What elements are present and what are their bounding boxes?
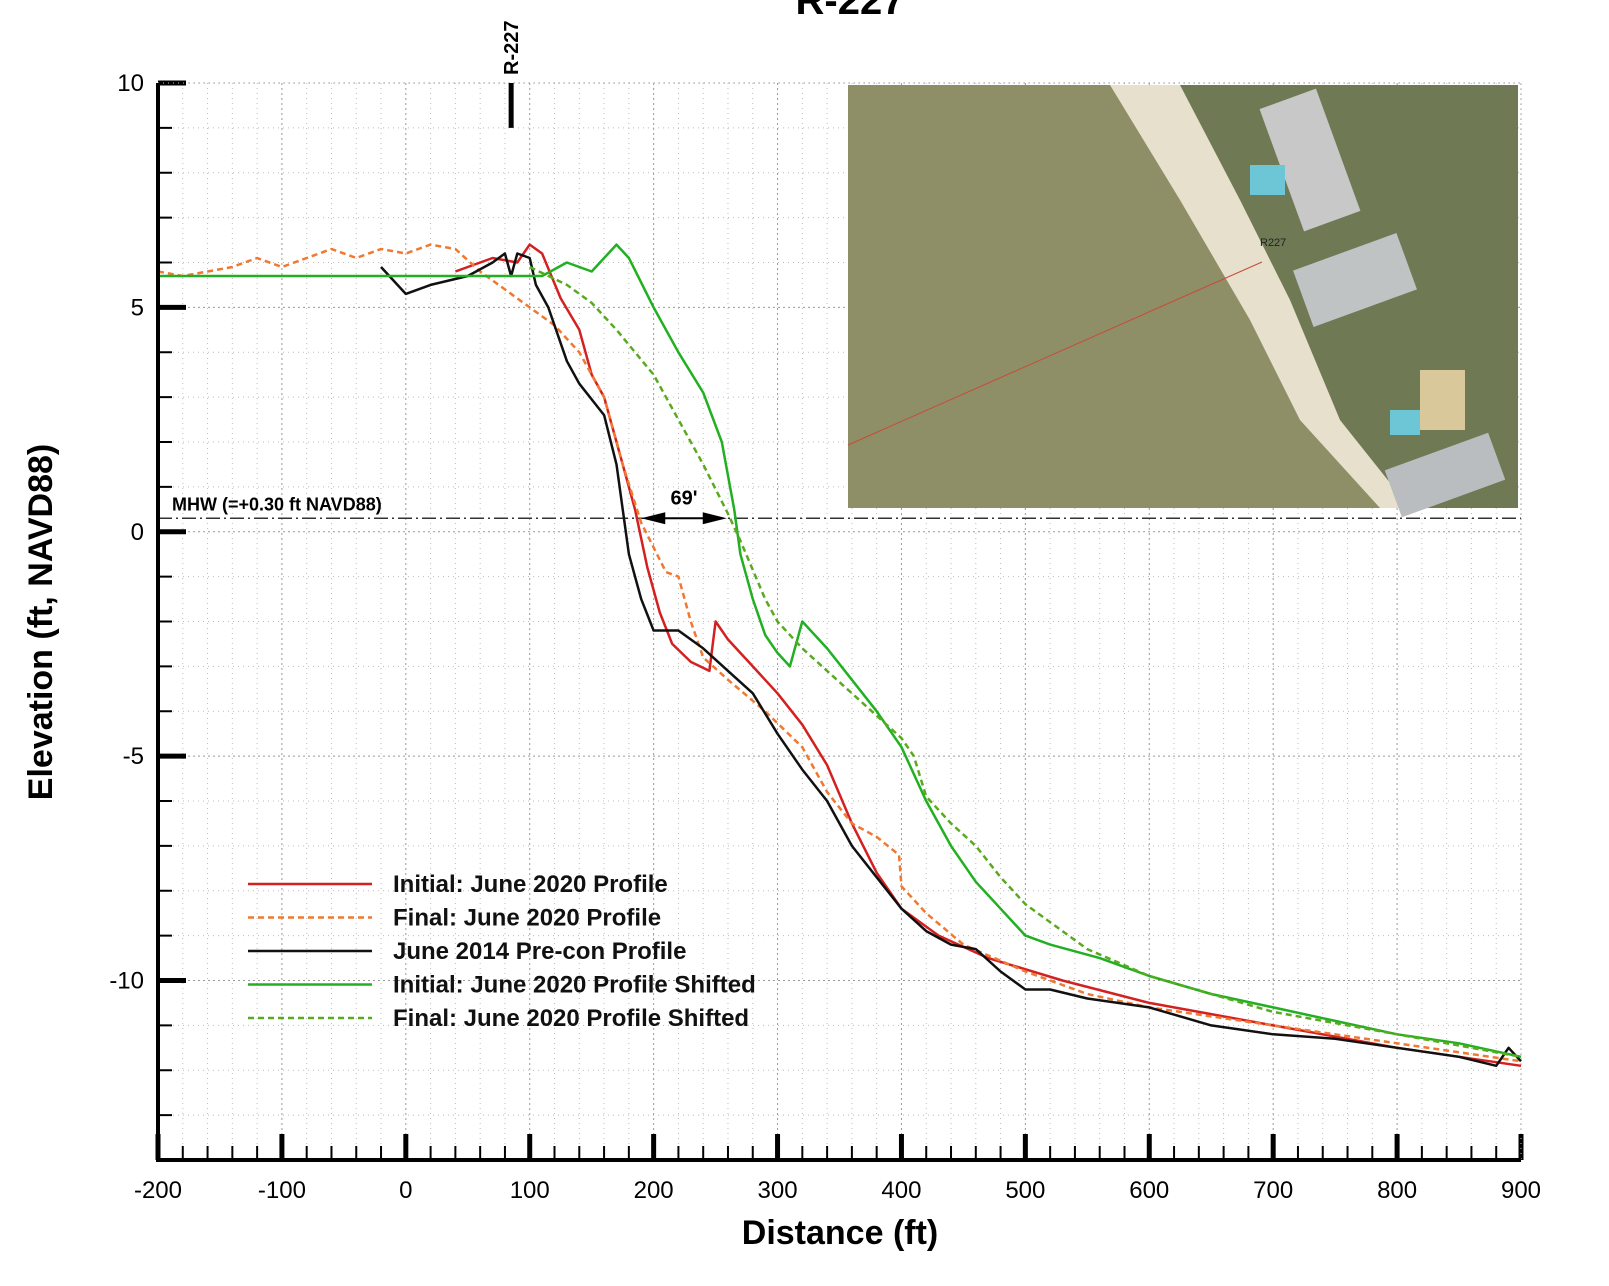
x-axis-label: Distance (ft) xyxy=(742,1214,938,1252)
x-tick-label: -200 xyxy=(134,1177,182,1204)
inset-label: R227 xyxy=(1260,237,1286,249)
chart-title: R-227 xyxy=(796,0,905,23)
legend-label: Final: June 2020 Profile xyxy=(393,905,661,932)
x-tick-label: 900 xyxy=(1501,1177,1541,1204)
series-line xyxy=(158,243,1522,1059)
x-tick-label: 500 xyxy=(1005,1177,1045,1204)
y-tick-label: 0 xyxy=(131,519,144,546)
legend-label: Initial: June 2020 Profile Shifted xyxy=(393,972,756,999)
legend-label: June 2014 Pre-con Profile xyxy=(393,938,686,965)
y-tick-label: -5 xyxy=(123,743,144,770)
x-tick-label: 0 xyxy=(399,1177,412,1204)
inset-transect xyxy=(847,261,1263,446)
x-tick-label: 200 xyxy=(634,1177,674,1204)
arrow-head xyxy=(702,512,727,525)
x-tick-label: 600 xyxy=(1129,1177,1169,1204)
x-tick-label: 400 xyxy=(881,1177,921,1204)
inset-pool xyxy=(1250,165,1285,195)
series-line xyxy=(380,252,1522,1068)
inset-building xyxy=(1259,88,1361,232)
y-tick-label: -10 xyxy=(109,968,144,995)
mhw-label: MHW (=+0.30 ft NAVD88) xyxy=(172,494,382,514)
arrow-head xyxy=(641,512,666,525)
x-tick-label: 100 xyxy=(510,1177,550,1204)
inset-building xyxy=(1384,432,1506,518)
legend-label: Initial: June 2020 Profile xyxy=(393,871,668,898)
x-tick-label: 800 xyxy=(1377,1177,1417,1204)
y-tick-label: 5 xyxy=(131,294,144,321)
series-line xyxy=(157,243,1522,1063)
inset-pool xyxy=(1390,410,1420,435)
plot-area: MHW (=+0.30 ft NAVD88) Initial: June 2020… xyxy=(156,21,1522,1162)
x-tick-label: 700 xyxy=(1253,1177,1293,1204)
series-line xyxy=(529,265,1522,1059)
legend-label: Final: June 2020 Profile Shifted xyxy=(393,1005,749,1032)
x-tick-label: -100 xyxy=(258,1177,306,1204)
inset-building xyxy=(1293,232,1417,328)
profile-marker-label: R-227 xyxy=(501,21,523,75)
inset-building xyxy=(1420,370,1465,430)
inset-photo: R227 xyxy=(847,85,1518,518)
y-axis-label: Elevation (ft, NAVD88) xyxy=(22,444,60,800)
x-tick-label: 300 xyxy=(758,1177,798,1204)
shift-label: 69' xyxy=(670,487,697,509)
y-tick-label: 10 xyxy=(117,70,144,97)
